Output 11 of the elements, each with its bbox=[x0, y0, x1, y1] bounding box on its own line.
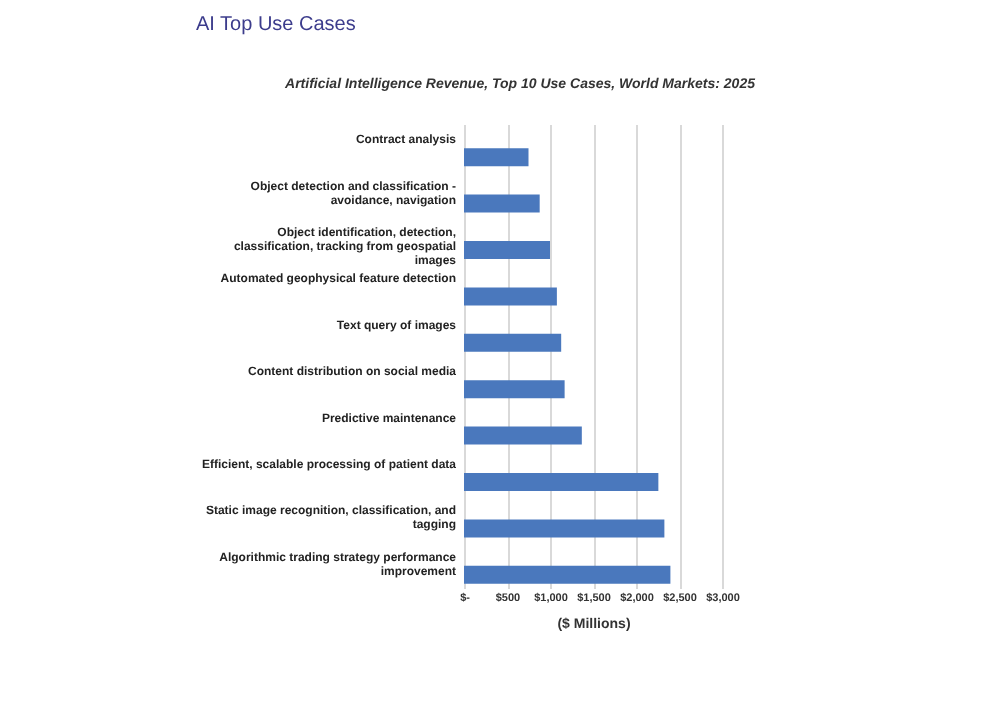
bar bbox=[464, 333, 562, 352]
bar bbox=[464, 241, 550, 259]
bar bbox=[464, 426, 582, 445]
text: AI Top Use Cases bbox=[196, 14, 356, 36]
bar bbox=[464, 194, 540, 213]
bar bbox=[464, 473, 659, 491]
bar bbox=[464, 565, 671, 584]
bar bbox=[464, 287, 557, 306]
bar bbox=[464, 148, 529, 167]
bar bbox=[464, 519, 665, 538]
bar bbox=[464, 380, 565, 399]
